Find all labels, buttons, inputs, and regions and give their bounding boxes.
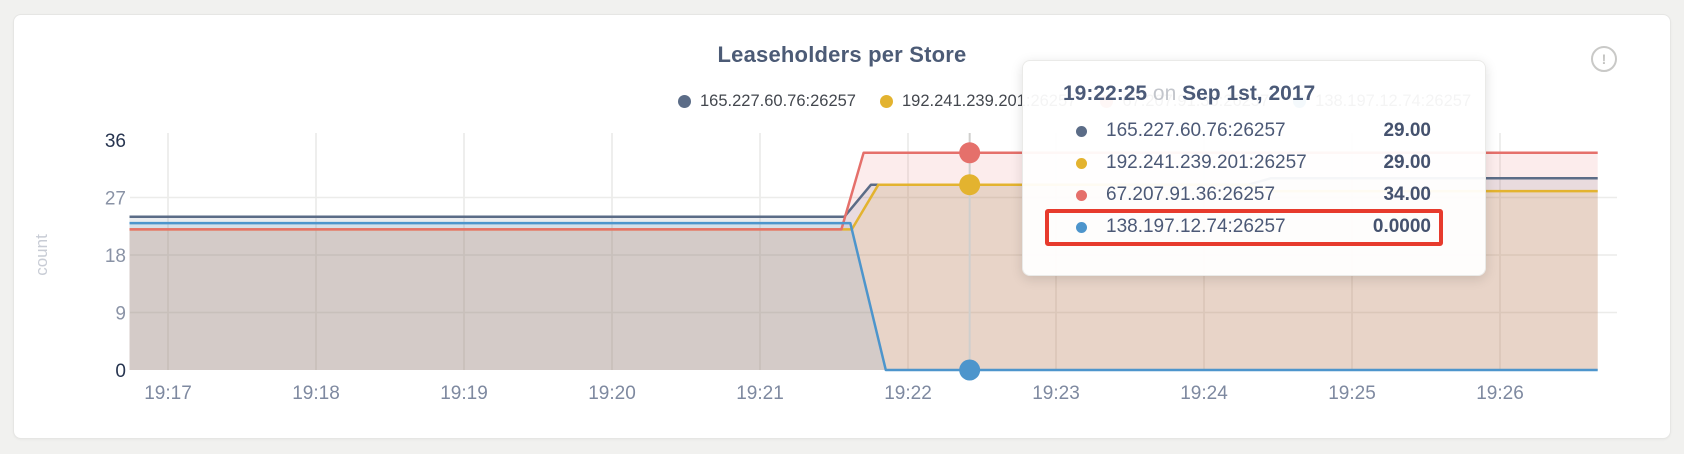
legend-item-label: 165.227.60.76:26257	[700, 92, 856, 110]
hover-point-icon	[959, 142, 981, 164]
tooltip-series-value: 34.00	[1383, 184, 1431, 205]
x-axis-tick-label: 19:18	[292, 383, 340, 404]
tooltip-series-value: 0.0000	[1372, 216, 1431, 237]
tooltip-on-word: on	[1152, 82, 1177, 105]
tooltip-series-label: 192.241.239.201:26257	[1106, 152, 1307, 173]
tooltip-date: Sep 1st, 2017	[1182, 82, 1316, 105]
tooltip-row: 192.241.239.201:26257 29.00	[1063, 147, 1431, 179]
y-axis-tick-label: 0	[115, 361, 126, 382]
y-axis-tick-label: 27	[105, 189, 126, 210]
x-axis-tick-label: 19:25	[1328, 383, 1376, 404]
tooltip-row: 67.207.91.36:26257 34.00	[1063, 179, 1431, 211]
series-dot-icon	[1076, 189, 1087, 201]
series-area-3	[129, 223, 1598, 370]
y-axis-tick-label: 36	[105, 131, 126, 152]
x-axis-tick-label: 19:20	[588, 383, 636, 404]
chart-tooltip: 19:22:25 on Sep 1st, 2017 165.227.60.76:…	[1022, 60, 1486, 276]
tooltip-header: 19:22:25 on Sep 1st, 2017	[1063, 82, 1431, 106]
legend-dot-icon	[678, 95, 691, 108]
y-axis-unit-label: count	[32, 234, 51, 276]
tooltip-row-highlighted: 138.197.12.74:26257 0.0000	[1063, 211, 1431, 243]
y-axis-tick-label: 9	[115, 304, 126, 325]
tooltip-time: 19:22:25	[1063, 82, 1148, 105]
hover-point-icon	[959, 174, 981, 196]
x-axis-tick-label: 19:17	[144, 383, 192, 404]
hover-point-icon	[959, 359, 981, 381]
chart-title: Leaseholders per Store	[717, 42, 967, 67]
x-axis-tick-label: 19:22	[884, 383, 932, 404]
y-axis-tick-label: 18	[105, 246, 126, 267]
x-axis-tick-label: 19:23	[1032, 383, 1080, 404]
legend-item-165-227-60-76[interactable]: 165.227.60.76:26257	[678, 92, 856, 111]
tooltip-row: 165.227.60.76:26257 29.00	[1063, 115, 1431, 147]
series-dot-icon	[1076, 221, 1087, 233]
alert-glyph: !	[1601, 51, 1607, 67]
series-dot-icon	[1076, 125, 1087, 137]
tooltip-series-value: 29.00	[1383, 152, 1431, 173]
tooltip-series-label: 67.207.91.36:26257	[1106, 184, 1276, 205]
x-axis-tick-label: 19:19	[440, 383, 488, 404]
tooltip-series-label: 165.227.60.76:26257	[1106, 120, 1286, 141]
series-dot-icon	[1076, 157, 1087, 169]
x-axis-tick-label: 19:26	[1476, 383, 1524, 404]
x-axis-tick-label: 19:24	[1180, 383, 1228, 404]
tooltip-series-value: 29.00	[1383, 120, 1431, 141]
tooltip-series-label: 138.197.12.74:26257	[1106, 216, 1286, 237]
alert-icon[interactable]: !	[1591, 46, 1617, 72]
legend-dot-icon	[880, 95, 893, 108]
series-line-3	[129, 221, 1598, 372]
x-axis-tick-label: 19:21	[736, 383, 784, 404]
